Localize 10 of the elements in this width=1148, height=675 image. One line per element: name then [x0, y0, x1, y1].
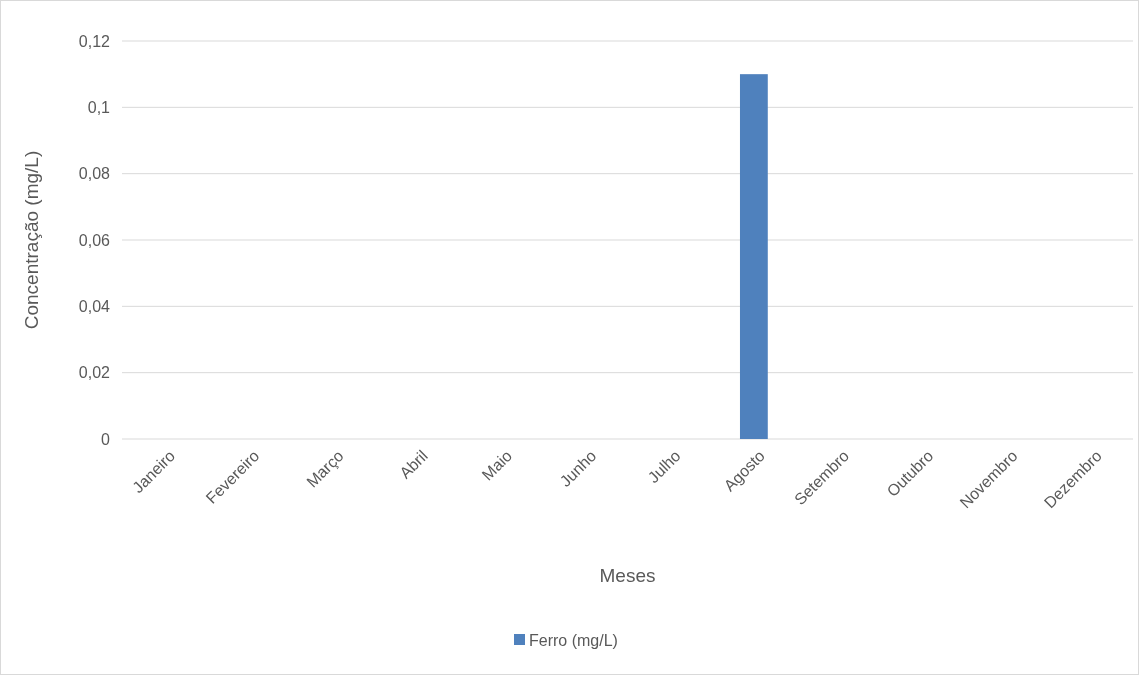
y-tick-label: 0,02 — [78, 364, 111, 382]
x-axis-title: Meses — [599, 565, 656, 586]
y-tick-label: 0,1 — [87, 98, 111, 116]
y-axis-title: Concentração (mg/L) — [21, 150, 42, 330]
y-tick-label: 0 — [101, 430, 111, 448]
y-tick-label: 0,12 — [78, 32, 111, 50]
y-tick-label: 0,04 — [78, 297, 111, 315]
y-tick-label: 0,06 — [78, 231, 111, 249]
y-tick-label: 0,08 — [78, 165, 111, 183]
legend-label: Ferro (mg/L) — [529, 631, 618, 649]
